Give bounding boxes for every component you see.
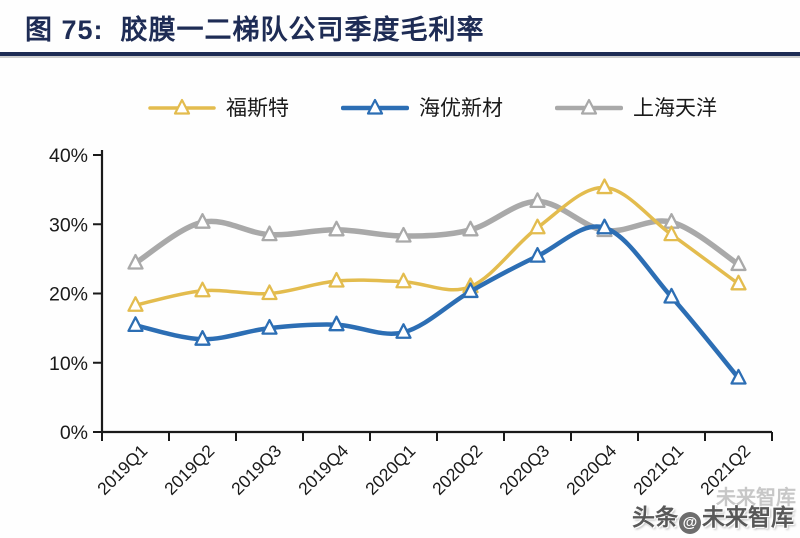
series-marker-上海天洋 xyxy=(529,192,546,209)
series-marker-福斯特 xyxy=(663,225,680,242)
series-marker-海优新材 xyxy=(596,218,613,235)
series-marker-上海天洋 xyxy=(730,255,747,272)
legend-label: 福斯特 xyxy=(226,97,289,120)
series-marker-福斯特 xyxy=(529,218,546,235)
legend-marker-icon xyxy=(341,98,409,115)
series-marker-福斯特 xyxy=(596,178,613,195)
legend-marker-icon xyxy=(148,98,216,115)
series-line-福斯特 xyxy=(133,185,741,308)
figure-title: 图 75: 胶膜一二梯队公司季度毛利率 xyxy=(25,15,485,45)
x-tick-label: 2019Q2 xyxy=(160,441,218,499)
series-line-上海天洋 xyxy=(132,198,742,268)
y-tick-label: 40% xyxy=(49,145,88,167)
series-marker-海优新材 xyxy=(127,316,144,333)
series-marker-上海天洋 xyxy=(328,220,345,237)
x-tick-label: 2020Q4 xyxy=(562,441,620,499)
toutiao-logo-icon: @ xyxy=(679,512,701,534)
line-chart: 0%10%20%30%40%2019Q1 2019Q2 2019Q3 2019Q4 20… xyxy=(49,145,773,499)
series-marker-福斯特 xyxy=(261,284,278,301)
series-marker-海优新材 xyxy=(261,318,278,335)
y-tick-label: 0% xyxy=(60,422,88,444)
x-tick-label: 2019Q3 xyxy=(227,441,285,499)
legend-item-上海天洋: 上海天洋 xyxy=(555,92,717,122)
series-line-海优新材 xyxy=(133,224,741,381)
series-marker-上海天洋 xyxy=(261,225,278,242)
y-tick-label: 30% xyxy=(49,214,88,236)
header-rule xyxy=(0,52,800,56)
series-marker-上海天洋 xyxy=(194,213,211,229)
series-marker-海优新材 xyxy=(328,315,345,332)
chart-legend: 福斯特 海优新材 上海天洋 xyxy=(0,92,800,122)
x-tick-label: 2020Q2 xyxy=(428,441,486,499)
series-marker-海优新材 xyxy=(395,323,412,339)
series-marker-福斯特 xyxy=(395,272,412,289)
series-marker-福斯特 xyxy=(730,274,747,291)
series-marker-上海天洋 xyxy=(462,220,479,237)
series-marker-海优新材 xyxy=(730,368,747,385)
legend-item-海优新材: 海优新材 xyxy=(341,92,503,122)
series-marker-海优新材 xyxy=(529,246,546,263)
watermark-suffix: 未来智库 xyxy=(702,504,794,530)
watermark: 头条 @ 未来智库 xyxy=(632,506,794,534)
watermark-prefix: 头条 xyxy=(632,504,678,530)
legend-label: 海优新材 xyxy=(419,97,503,120)
x-tick-label: 2021Q1 xyxy=(629,441,687,499)
watermark-ghost: 未来智库 xyxy=(716,487,796,509)
series-marker-上海天洋 xyxy=(395,226,412,243)
x-tick-label: 2020Q3 xyxy=(495,441,553,499)
series-marker-海优新材 xyxy=(194,330,211,346)
series-marker-福斯特 xyxy=(194,281,211,298)
x-tick-label: 2019Q1 xyxy=(93,441,151,499)
x-tick-label: 2020Q1 xyxy=(361,441,419,499)
series-marker-福斯特 xyxy=(127,296,144,312)
series-marker-海优新材 xyxy=(462,282,479,299)
series-marker-上海天洋 xyxy=(127,253,144,270)
legend-item-福斯特: 福斯特 xyxy=(148,92,289,122)
legend-marker-icon xyxy=(555,98,623,115)
series-marker-福斯特 xyxy=(328,271,345,288)
y-tick-label: 10% xyxy=(49,353,88,375)
watermark-text: 头条 @ 未来智库 xyxy=(632,504,794,534)
series-marker-海优新材 xyxy=(663,287,680,304)
legend-label: 上海天洋 xyxy=(633,97,717,120)
y-tick-label: 20% xyxy=(49,284,88,306)
x-tick-label: 2019Q4 xyxy=(294,441,352,499)
